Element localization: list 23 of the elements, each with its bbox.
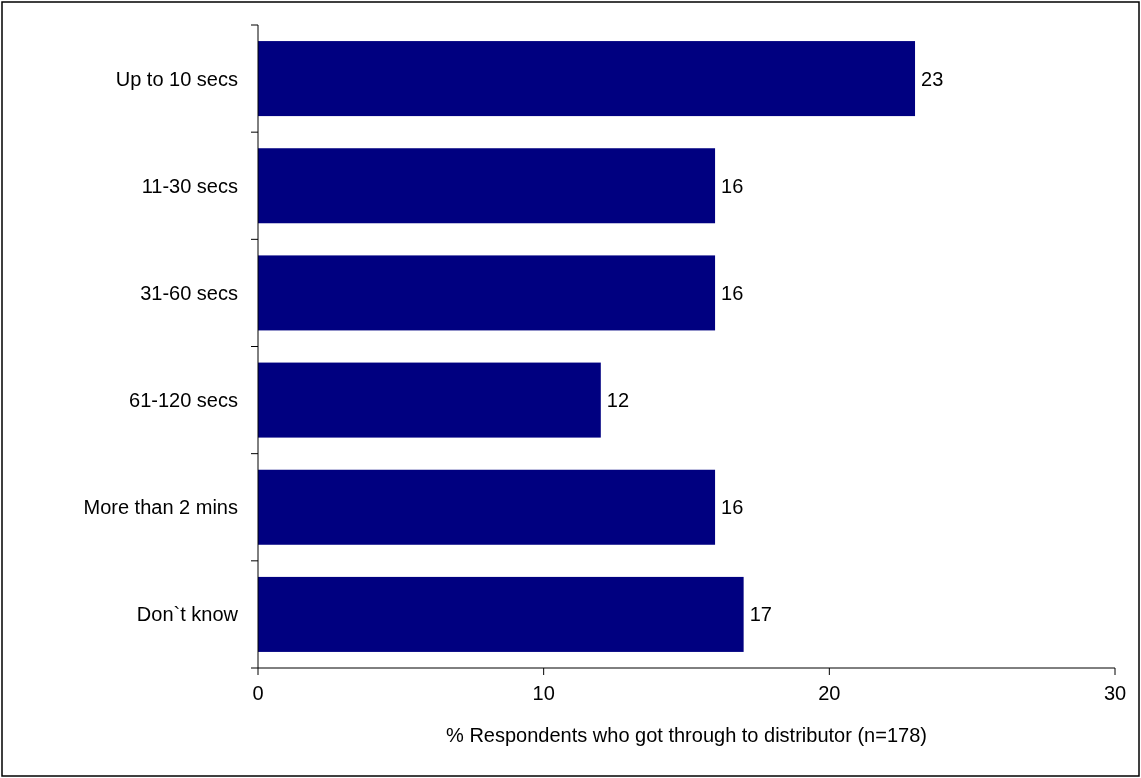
y-tick-label: 11-30 secs [141,174,238,197]
bar [258,469,716,545]
data-label: 23 [921,67,944,90]
bar [258,148,716,224]
x-tick-label: 30 [1103,682,1127,704]
data-label: 12 [606,389,630,412]
y-tick-label: Don`t know [136,603,239,626]
y-tick-label: More than 2 mins [83,496,238,519]
x-tick-label: 0 [252,682,264,704]
y-tick-label: 61-120 secs [129,389,238,412]
bar [258,362,601,438]
bar [258,41,916,117]
x-axis-title: % Respondents who got through to distributor (n=178) [446,724,927,746]
y-tick-label: Up to 10 secs [115,67,238,90]
data-label: 17 [749,603,772,626]
x-tick-label: 20 [818,682,841,704]
data-label: 16 [721,281,744,304]
data-label: 16 [721,496,744,519]
bar [258,255,716,331]
bar [258,576,744,652]
data-label: 16 [721,174,744,197]
y-tick-label: 31-60 secs [140,281,238,304]
x-tick-label: 10 [532,682,555,704]
